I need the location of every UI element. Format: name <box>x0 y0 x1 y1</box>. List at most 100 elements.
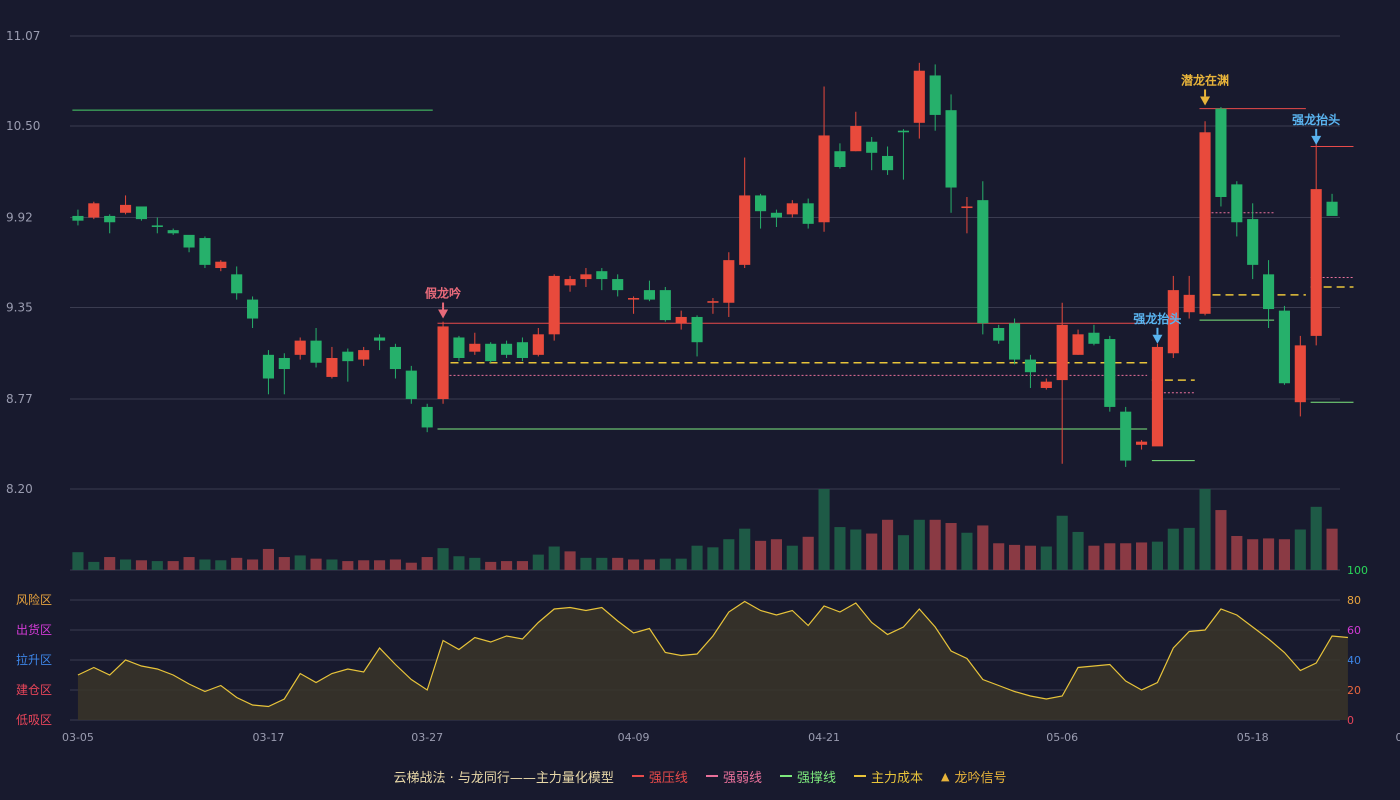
candle-body <box>580 274 592 280</box>
volume-bar <box>326 559 338 570</box>
candle-body <box>945 110 957 188</box>
candle-body <box>120 204 132 213</box>
volume-bar <box>516 561 528 570</box>
volume-bar <box>1247 539 1259 570</box>
candle-body <box>501 343 513 355</box>
volume-bar <box>612 557 624 570</box>
chart-legend: 云梯战法 · 与龙同行——主力量化模型 强压线 强弱线 强撑线 主力成本 ▲ 龙… <box>0 765 1400 787</box>
volume-bar <box>786 545 798 570</box>
x-tick-label: 05-18 <box>1237 731 1269 744</box>
legend-support-line[interactable]: 强撑线 <box>779 767 836 786</box>
volume-bar <box>532 554 544 570</box>
volume-bar <box>961 532 973 570</box>
volume-bar <box>643 559 655 570</box>
candle-body <box>1326 201 1338 216</box>
signal-arrow-icon <box>1152 334 1163 344</box>
signal-label: 潜龙在渊 <box>1181 72 1229 87</box>
legend-pressure-line[interactable]: 强压线 <box>631 767 688 786</box>
volume-bar <box>834 527 846 570</box>
price-tick-label: 8.77 <box>6 392 33 406</box>
candle-body <box>421 406 433 428</box>
volume-bar <box>1104 543 1116 570</box>
candle-body <box>643 290 655 300</box>
candle-body <box>818 135 830 223</box>
candle-body <box>532 334 544 355</box>
price-tick-label: 11.07 <box>6 29 40 43</box>
legend-weak-line[interactable]: 强弱线 <box>705 767 762 786</box>
volume-bar <box>596 557 608 570</box>
candle-body <box>262 354 274 379</box>
legend-signal[interactable]: ▲ 龙吟信号 <box>941 767 1006 786</box>
candle-body <box>294 340 306 355</box>
signal-arrow-icon <box>1311 135 1322 145</box>
volume-bar <box>1310 506 1322 570</box>
volume-bar <box>278 557 290 570</box>
volume-bar <box>628 559 640 570</box>
legend-weak-label: 强弱线 <box>722 770 762 786</box>
legend-cost-line[interactable]: 主力成本 <box>853 767 923 786</box>
indicator-line <box>77 600 1348 708</box>
volume-bar <box>231 557 243 570</box>
volume-bar <box>294 555 306 570</box>
volume-bar <box>501 561 513 570</box>
candle-body <box>199 238 211 265</box>
volume-bar <box>88 561 100 570</box>
candle-body <box>993 328 1005 341</box>
candle-body <box>755 195 767 212</box>
candle-body <box>850 125 862 152</box>
candle-body <box>1183 294 1195 313</box>
candle-body <box>405 370 417 400</box>
price-tick-label: 8.20 <box>6 482 33 496</box>
candle-body <box>802 203 814 224</box>
volume-bar <box>374 560 386 570</box>
candle-body <box>104 215 116 223</box>
volume-bar <box>310 558 322 570</box>
volume-bar <box>1231 535 1243 570</box>
volume-bar <box>1294 529 1306 570</box>
volume-bar <box>564 551 576 570</box>
volume-bar <box>1136 542 1148 570</box>
volume-bar <box>818 489 830 570</box>
volume-bar <box>199 559 211 570</box>
candle-body <box>342 351 354 362</box>
volume-bar <box>215 560 227 570</box>
candle-body <box>707 301 719 303</box>
volume-bar <box>977 525 989 570</box>
triangle-icon: ▲ <box>940 769 950 783</box>
volume-bar <box>1009 544 1021 570</box>
legend-support-label: 强撑线 <box>796 770 836 786</box>
candle-body <box>374 337 386 341</box>
volume-bar <box>755 540 767 570</box>
volume-bar <box>469 557 481 570</box>
candle-body <box>723 260 735 303</box>
candle-body <box>929 75 941 115</box>
volume-bar <box>262 548 274 570</box>
support-swatch <box>779 775 792 777</box>
candle-body <box>596 271 608 280</box>
indicator-axis-label: 60 <box>1347 624 1361 637</box>
legend-title[interactable]: 云梯战法 · 与龙同行——主力量化模型 <box>394 767 614 786</box>
volume-bar <box>882 519 894 570</box>
candle-body <box>786 203 798 215</box>
candle-body <box>866 141 878 153</box>
candle-body <box>278 357 290 370</box>
volume-bar <box>929 519 941 570</box>
signal-arrow-icon <box>438 309 449 319</box>
signal-arrow-icon <box>1200 96 1211 106</box>
candle-body <box>1104 339 1116 407</box>
volume-bar <box>1167 528 1179 570</box>
candle-body <box>167 230 179 234</box>
volume-bar <box>183 557 195 570</box>
volume-bar <box>1056 515 1068 570</box>
candle-body <box>675 316 687 324</box>
volume-bar <box>247 559 259 570</box>
candle-body <box>485 343 497 362</box>
volume-bar <box>993 543 1005 570</box>
candle-body <box>691 316 703 343</box>
legend-cost-label: 主力成本 <box>870 770 923 786</box>
candle-body <box>88 203 100 218</box>
volume-bar <box>897 535 909 570</box>
volume-bar <box>167 561 179 570</box>
signal-label: 强龙抬头 <box>1133 311 1181 326</box>
x-tick-label: 05-28 <box>1395 731 1400 744</box>
